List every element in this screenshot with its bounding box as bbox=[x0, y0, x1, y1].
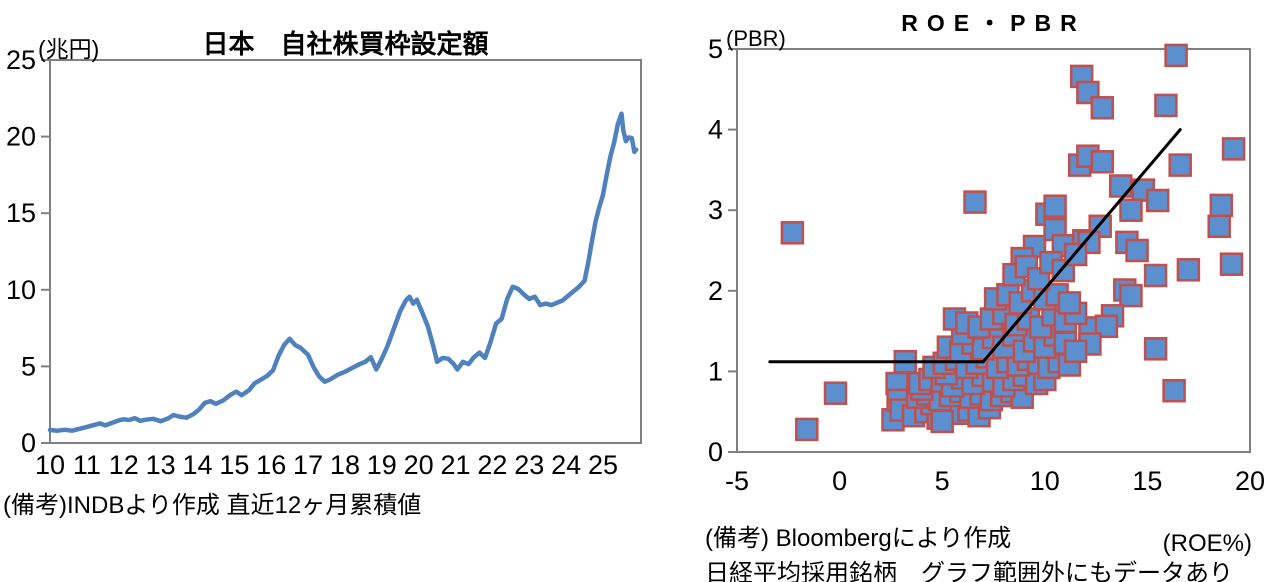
tick-label: 12 bbox=[109, 450, 139, 480]
tick-label: 2 bbox=[708, 276, 723, 306]
trend-line bbox=[981, 128, 1182, 364]
tick-label: 20 bbox=[404, 450, 434, 480]
scatter-marker bbox=[1219, 252, 1244, 276]
scatter-marker bbox=[1207, 214, 1231, 239]
scatter-marker bbox=[1119, 198, 1143, 222]
scatter-marker bbox=[1221, 137, 1246, 161]
tick-label: 25 bbox=[588, 450, 618, 480]
scatter-marker bbox=[1168, 153, 1192, 177]
tick-label: 15 bbox=[6, 198, 36, 228]
scatter-marker bbox=[930, 409, 954, 434]
tick-label: 15 bbox=[1132, 466, 1162, 496]
tick-label: -5 bbox=[725, 466, 749, 496]
scatter-marker bbox=[1209, 193, 1234, 218]
tick-label: 10 bbox=[6, 275, 36, 305]
tick-label: 14 bbox=[182, 450, 212, 480]
tick-label: 25 bbox=[6, 45, 36, 75]
tick-label: 22 bbox=[477, 450, 507, 480]
tick-label: 1 bbox=[708, 356, 723, 386]
scatter-marker bbox=[1043, 194, 1067, 218]
buyback-series-line bbox=[47, 111, 639, 433]
tick-label: 10 bbox=[1030, 466, 1060, 496]
tick-label: 13 bbox=[146, 450, 176, 480]
scatter-marker bbox=[823, 381, 848, 405]
scatter-marker bbox=[1154, 93, 1178, 118]
scatter-marker bbox=[1145, 188, 1170, 213]
scatter-y-unit-label: (PBR) bbox=[726, 26, 786, 51]
scatter-scope-note: 日経平均採用銘柄 グラフ範囲外にもデータあり bbox=[705, 560, 1233, 582]
scatter-marker bbox=[1125, 238, 1149, 263]
scatter-marker bbox=[1090, 150, 1115, 174]
tick-label: 11 bbox=[73, 450, 101, 480]
tick-label: 18 bbox=[330, 450, 360, 480]
scatter-source-note: (備考) Bloombergにより作成 bbox=[705, 525, 1012, 552]
tick-label: 0 bbox=[21, 428, 36, 458]
scatter-marker bbox=[1090, 96, 1115, 120]
scatter-marker bbox=[963, 190, 987, 214]
line-chart-title: 日本 自社株買枠設定額 bbox=[202, 29, 489, 59]
tick-label: 0 bbox=[708, 437, 723, 467]
scatter-marker bbox=[1094, 314, 1119, 339]
tick-label: 5 bbox=[21, 351, 36, 381]
tick-label: 10 bbox=[35, 450, 65, 480]
tick-label: 23 bbox=[514, 450, 544, 480]
scatter-marker bbox=[1164, 43, 1188, 68]
tick-label: 3 bbox=[708, 195, 723, 225]
scatter-marker bbox=[1057, 291, 1082, 315]
scatter-marker bbox=[1143, 337, 1168, 361]
scatter-marker bbox=[1063, 339, 1088, 364]
scatter-marker bbox=[795, 417, 819, 442]
tick-label: 24 bbox=[551, 450, 581, 480]
tick-label: 15 bbox=[219, 450, 249, 480]
scatter-x-unit-label: (ROE%) bbox=[1162, 530, 1252, 557]
scatter-chart-title: ROE・PBR bbox=[901, 10, 1086, 36]
tick-label: 4 bbox=[708, 115, 723, 145]
line-chart-source-note: (備考)INDBより作成 直近12ヶ月累積値 bbox=[3, 492, 422, 519]
tick-label: 19 bbox=[367, 450, 397, 480]
tick-label: 20 bbox=[1235, 466, 1265, 496]
tick-label: 5 bbox=[708, 34, 723, 64]
tick-label: 20 bbox=[6, 122, 36, 152]
tick-label: 0 bbox=[832, 466, 847, 496]
line-chart-y-unit-label: (兆円) bbox=[38, 36, 100, 62]
scatter-marker bbox=[780, 221, 805, 245]
scatter-marker bbox=[1119, 283, 1143, 308]
line-chart-plot-border bbox=[49, 59, 642, 444]
scatter-marker bbox=[1162, 378, 1186, 403]
tick-label: 17 bbox=[293, 450, 323, 480]
scatter-marker bbox=[1176, 258, 1201, 282]
scatter-marker bbox=[1143, 263, 1168, 288]
scatter-plot-border bbox=[736, 48, 1251, 453]
tick-label: 16 bbox=[256, 450, 286, 480]
tick-label: 5 bbox=[935, 466, 950, 496]
tick-label: 21 bbox=[441, 450, 471, 480]
